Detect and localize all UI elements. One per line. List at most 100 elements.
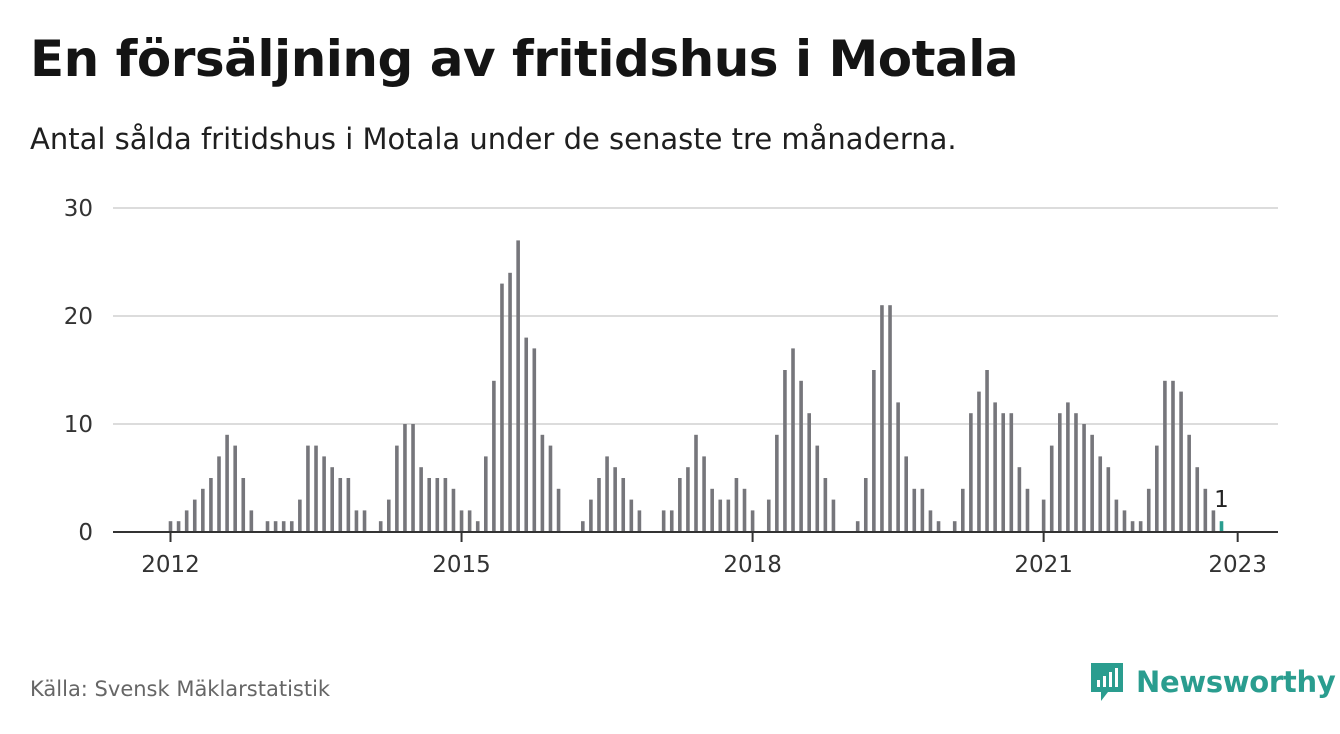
bar xyxy=(395,445,399,532)
x-tick-label: 2021 xyxy=(1014,552,1073,578)
bar xyxy=(1146,488,1151,532)
y-axis-labels: 0 10 20 30 xyxy=(64,196,93,546)
bar xyxy=(855,521,860,532)
bar xyxy=(500,283,504,532)
bar xyxy=(1138,521,1143,532)
bar xyxy=(1106,467,1111,532)
bar xyxy=(815,445,820,532)
bar xyxy=(920,488,925,532)
bar xyxy=(742,488,747,532)
bar xyxy=(888,305,892,532)
bar xyxy=(960,488,965,532)
y-tick-label: 10 xyxy=(64,412,93,438)
bar xyxy=(168,521,173,532)
bar xyxy=(750,510,755,532)
bar xyxy=(306,445,310,532)
bar xyxy=(1009,413,1014,532)
bar xyxy=(556,488,561,532)
chart-title: En försäljning av fritidshus i Motala xyxy=(30,30,1019,88)
bar xyxy=(1090,434,1094,532)
bar xyxy=(928,510,933,532)
bar xyxy=(184,510,189,532)
bar xyxy=(969,413,973,532)
bar xyxy=(289,521,294,532)
bar xyxy=(338,478,343,532)
bar xyxy=(936,521,941,532)
bar xyxy=(201,488,205,532)
last-value-annotation: 1 xyxy=(1214,487,1229,513)
bar xyxy=(362,510,367,532)
bar xyxy=(621,478,626,532)
newsworthy-logo-icon xyxy=(1091,663,1123,701)
bar xyxy=(475,521,480,532)
bar xyxy=(451,488,456,532)
bar xyxy=(427,478,432,532)
bar xyxy=(1082,424,1086,532)
bar xyxy=(581,521,585,532)
bar xyxy=(273,521,278,532)
bar xyxy=(734,478,739,532)
bar xyxy=(298,499,302,532)
bar xyxy=(346,478,351,532)
bar xyxy=(637,510,642,532)
bar xyxy=(661,510,666,532)
bar xyxy=(799,380,803,532)
bar xyxy=(176,521,181,532)
bar xyxy=(386,499,391,532)
x-axis-ticks: 2012 2015 2018 2021 2023 xyxy=(141,532,1267,578)
bar xyxy=(1074,413,1078,532)
bar xyxy=(686,467,690,532)
bar xyxy=(791,348,795,532)
bar xyxy=(1049,445,1054,532)
bar xyxy=(330,467,334,532)
bar xyxy=(524,337,529,532)
bar xyxy=(1130,521,1135,532)
bar xyxy=(467,510,472,532)
bar xyxy=(516,240,520,532)
newsworthy-logo: Newsworthy xyxy=(1088,660,1336,704)
bar xyxy=(629,499,634,532)
bar xyxy=(694,434,698,532)
bar xyxy=(1098,456,1103,532)
bar xyxy=(1017,467,1022,532)
bar xyxy=(1187,434,1191,532)
brand-name: Newsworthy xyxy=(1136,665,1336,699)
bar xyxy=(241,478,246,532)
bar xyxy=(249,510,254,532)
bar xyxy=(233,445,237,532)
bar xyxy=(1025,488,1030,532)
chart-subtitle: Antal sålda fritidshus i Motala under de… xyxy=(30,122,957,156)
bar xyxy=(540,434,545,532)
bar xyxy=(378,521,383,532)
bar xyxy=(1122,510,1127,532)
bar xyxy=(993,402,997,532)
bar xyxy=(1195,467,1200,532)
x-tick-label: 2015 xyxy=(432,552,491,578)
y-tick-label: 20 xyxy=(64,304,93,330)
bar xyxy=(532,348,537,532)
bar-latest xyxy=(1219,521,1224,532)
bar xyxy=(403,424,407,532)
bar xyxy=(1171,380,1175,532)
bar xyxy=(831,499,836,532)
bar xyxy=(775,434,779,532)
x-tick-label: 2023 xyxy=(1208,552,1267,578)
bar xyxy=(411,424,415,532)
bar xyxy=(265,521,270,532)
bar xyxy=(217,456,221,532)
grid-lines xyxy=(113,207,1278,425)
x-tick-label: 2012 xyxy=(141,552,200,578)
bar xyxy=(880,305,884,532)
bar xyxy=(597,478,601,532)
bar xyxy=(783,370,787,532)
bar xyxy=(977,391,981,532)
bar xyxy=(322,456,326,532)
bar xyxy=(985,370,989,532)
bar xyxy=(904,456,908,532)
bar xyxy=(225,434,229,532)
bar xyxy=(1041,499,1046,532)
bar xyxy=(209,478,213,532)
bar xyxy=(192,499,197,532)
bar xyxy=(589,499,593,532)
bar xyxy=(354,510,359,532)
